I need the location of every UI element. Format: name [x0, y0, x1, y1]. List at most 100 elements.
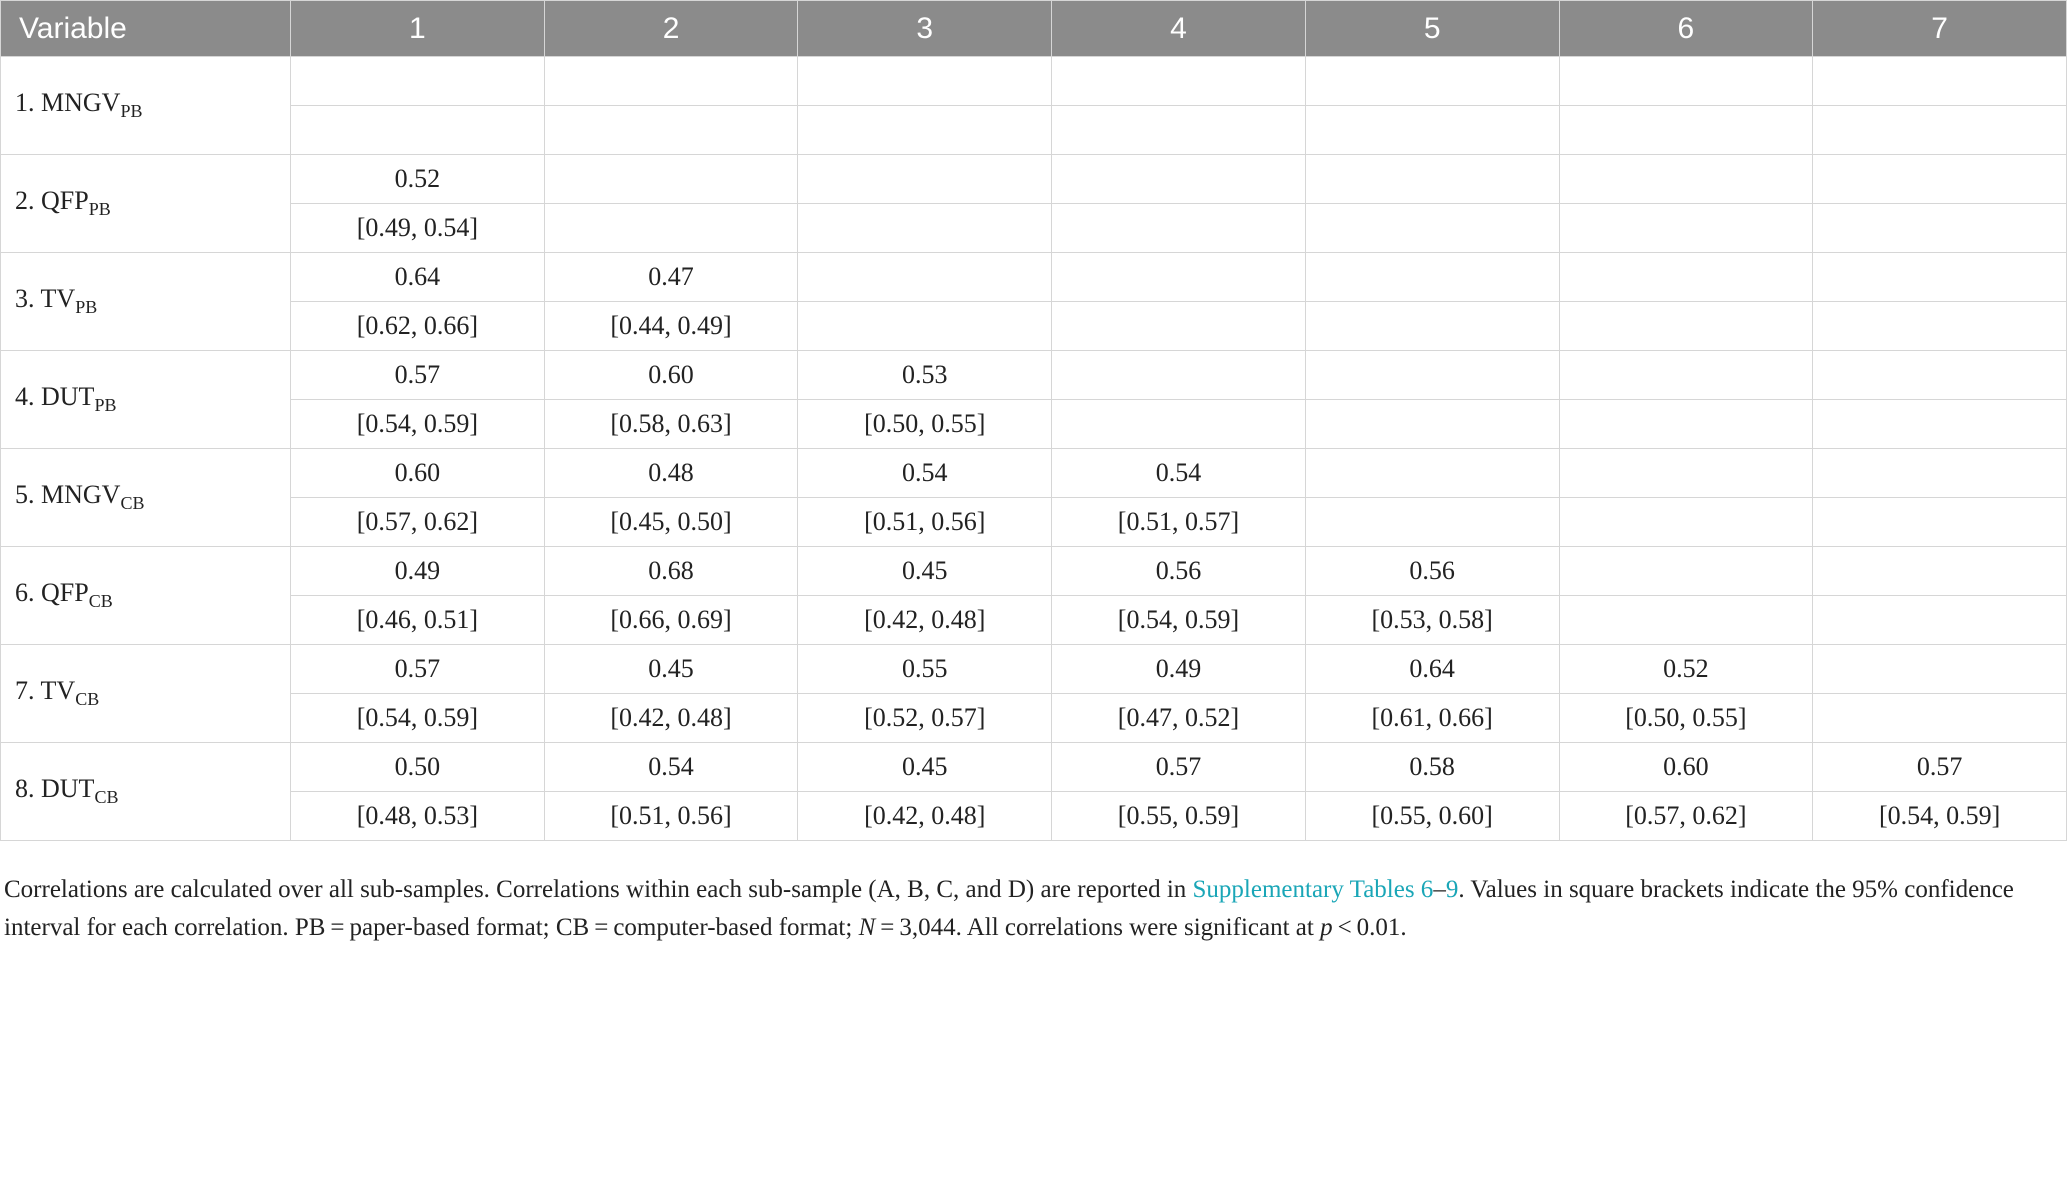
var-num: 7. [15, 676, 41, 705]
correlation-value: 0.52 [1559, 645, 1813, 694]
confidence-interval: [0.51, 0.57] [1052, 498, 1306, 547]
correlation-value [1305, 449, 1559, 498]
table-row: [0.46, 0.51][0.66, 0.69][0.42, 0.48][0.5… [1, 596, 2067, 645]
var-subscript: CB [75, 690, 99, 710]
correlation-value: 0.45 [544, 645, 798, 694]
variable-label: 6. QFPCB [1, 547, 291, 645]
confidence-interval [1559, 204, 1813, 253]
col-header-2: 2 [544, 1, 798, 57]
confidence-interval: [0.54, 0.59] [1813, 792, 2067, 841]
supplementary-tables-link[interactable]: Supplementary Tables 6 [1193, 876, 1434, 903]
correlation-value [1559, 547, 1813, 596]
confidence-interval [1052, 106, 1306, 155]
var-num: 8. [15, 774, 41, 803]
correlation-value: 0.58 [1305, 743, 1559, 792]
confidence-interval: [0.50, 0.55] [1559, 694, 1813, 743]
confidence-interval [1559, 400, 1813, 449]
correlation-value: 0.57 [1813, 743, 2067, 792]
var-main: TV [41, 284, 76, 313]
confidence-interval [544, 106, 798, 155]
confidence-interval [1305, 204, 1559, 253]
confidence-interval [1559, 596, 1813, 645]
var-main: DUT [41, 774, 94, 803]
correlation-value: 0.57 [1052, 743, 1306, 792]
correlation-value: 0.68 [544, 547, 798, 596]
var-main: MNGV [41, 88, 120, 117]
correlation-value [1813, 449, 2067, 498]
correlation-value [291, 57, 545, 106]
confidence-interval [1559, 106, 1813, 155]
correlation-value: 0.50 [291, 743, 545, 792]
col-header-5: 5 [1305, 1, 1559, 57]
correlation-value: 0.56 [1305, 547, 1559, 596]
confidence-interval: [0.54, 0.59] [291, 400, 545, 449]
confidence-interval: [0.57, 0.62] [291, 498, 545, 547]
confidence-interval [1305, 302, 1559, 351]
var-main: QFP [41, 578, 89, 607]
table-row: [0.49, 0.54] [1, 204, 2067, 253]
correlation-value: 0.45 [798, 743, 1052, 792]
confidence-interval: [0.47, 0.52] [1052, 694, 1306, 743]
confidence-interval [1813, 106, 2067, 155]
table-row: [0.54, 0.59][0.42, 0.48][0.52, 0.57][0.4… [1, 694, 2067, 743]
correlation-value [1305, 155, 1559, 204]
correlation-value [798, 155, 1052, 204]
caption-text-1: Correlations are calculated over all sub… [4, 876, 1193, 903]
variable-label: 4. DUTPB [1, 351, 291, 449]
table-row: [0.57, 0.62][0.45, 0.50][0.51, 0.56][0.5… [1, 498, 2067, 547]
confidence-interval [1813, 694, 2067, 743]
variable-label: 3. TVPB [1, 253, 291, 351]
correlation-value: 0.64 [1305, 645, 1559, 694]
confidence-interval: [0.44, 0.49] [544, 302, 798, 351]
correlation-value [544, 155, 798, 204]
col-header-variable: Variable [1, 1, 291, 57]
confidence-interval [291, 106, 545, 155]
correlation-value [1052, 351, 1306, 400]
table-row: 1. MNGVPB [1, 57, 2067, 106]
confidence-interval: [0.66, 0.69] [544, 596, 798, 645]
confidence-interval [1052, 400, 1306, 449]
correlation-value [1559, 253, 1813, 302]
confidence-interval: [0.61, 0.66] [1305, 694, 1559, 743]
var-main: DUT [41, 382, 94, 411]
correlation-value: 0.49 [291, 547, 545, 596]
confidence-interval: [0.53, 0.58] [1305, 596, 1559, 645]
confidence-interval: [0.54, 0.59] [291, 694, 545, 743]
var-num: 3. [15, 284, 41, 313]
variable-label: 1. MNGVPB [1, 57, 291, 155]
correlation-value: 0.57 [291, 351, 545, 400]
confidence-interval: [0.58, 0.63] [544, 400, 798, 449]
correlation-value: 0.60 [544, 351, 798, 400]
var-main: QFP [41, 186, 89, 215]
correlation-value [1305, 253, 1559, 302]
correlation-value: 0.60 [291, 449, 545, 498]
confidence-interval: [0.48, 0.53] [291, 792, 545, 841]
confidence-interval: [0.50, 0.55] [798, 400, 1052, 449]
correlation-value: 0.53 [798, 351, 1052, 400]
col-header-7: 7 [1813, 1, 2067, 57]
confidence-interval: [0.45, 0.50] [544, 498, 798, 547]
confidence-interval: [0.49, 0.54] [291, 204, 545, 253]
table-row: [0.54, 0.59][0.58, 0.63][0.50, 0.55] [1, 400, 2067, 449]
table-row: 7. TVCB0.570.450.550.490.640.52 [1, 645, 2067, 694]
supplementary-tables-link-end[interactable]: 9 [1446, 876, 1459, 903]
confidence-interval [1559, 498, 1813, 547]
var-num: 5. [15, 480, 41, 509]
correlation-value: 0.54 [798, 449, 1052, 498]
var-num: 4. [15, 382, 41, 411]
correlation-table: Variable 1 2 3 4 5 6 7 1. MNGVPB2. QFPPB… [0, 0, 2067, 841]
confidence-interval [1813, 498, 2067, 547]
correlation-value [1052, 57, 1306, 106]
table-row [1, 106, 2067, 155]
correlation-value: 0.64 [291, 253, 545, 302]
confidence-interval: [0.57, 0.62] [1559, 792, 1813, 841]
confidence-interval [1559, 302, 1813, 351]
var-main: TV [41, 676, 76, 705]
correlation-value [1559, 449, 1813, 498]
confidence-interval [798, 302, 1052, 351]
confidence-interval [1052, 302, 1306, 351]
correlation-value [1813, 351, 2067, 400]
confidence-interval [798, 106, 1052, 155]
table-header-row: Variable 1 2 3 4 5 6 7 [1, 1, 2067, 57]
col-header-4: 4 [1052, 1, 1306, 57]
